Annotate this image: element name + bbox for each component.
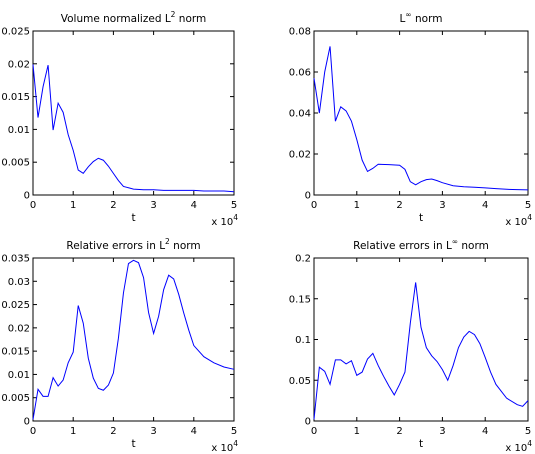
series-line (32, 259, 235, 420)
axes-box (32, 30, 235, 196)
y-tick-label: 0.02 (8, 59, 30, 70)
x-tick-label: 5 (231, 200, 237, 211)
y-tick-label: 0.08 (289, 27, 311, 38)
axes-box (313, 257, 529, 422)
subplot-4: 0 1 2 3 4 5 0 0.05 0.1 0.15 0.2 Relative errors in … (289, 237, 532, 454)
series-line (32, 64, 235, 193)
x-exponent-label: x 104 (505, 439, 532, 454)
x-axis-label: t (419, 438, 423, 450)
y-tick-label: 0.025 (1, 27, 30, 38)
x-tick-label: 0 (311, 200, 317, 211)
x-exponent-label: x 104 (505, 213, 532, 228)
plot-title: Relative errors in L2 norm (66, 237, 200, 252)
x-tick-label: 2 (110, 426, 116, 437)
y-tick-label: 0.02 (289, 150, 311, 161)
x-axis-label: t (131, 438, 135, 450)
y-tick-label: 0.1 (295, 335, 311, 346)
x-tick-label: 3 (150, 200, 156, 211)
subplot-3: 0 1 2 3 4 5 0 0.005 0.01 0.015 0.02 0.025 0.03 0.035 R… (1, 237, 238, 454)
x-tick-label: 5 (525, 200, 531, 211)
y-tick-label: 0 (305, 191, 311, 202)
axes-box (313, 30, 529, 196)
x-tick-label: 4 (191, 426, 197, 437)
x-tick-label: 4 (191, 200, 197, 211)
x-tick-label: 2 (110, 200, 116, 211)
y-tick-label: 0.01 (8, 370, 30, 381)
x-tick-label: 0 (311, 426, 317, 437)
x-tick-label: 3 (439, 200, 445, 211)
x-axis-label: t (131, 212, 135, 224)
x-tick-label: 4 (482, 200, 488, 211)
x-exponent-label: x 104 (211, 213, 238, 228)
subplot-2: 0 1 2 3 4 5 0 0.02 0.04 0.06 0.08 L∞ norm t x 104 (289, 10, 532, 228)
y-tick-label: 0 (305, 417, 311, 428)
x-tick-label: 5 (525, 426, 531, 437)
plot-title: L∞ norm (400, 10, 443, 25)
y-tick-label: 0.03 (8, 277, 30, 288)
y-tick-label: 0 (24, 191, 30, 202)
y-tick-label: 0.015 (1, 347, 30, 358)
series-line (313, 282, 529, 420)
y-tick-label: 0.005 (1, 393, 30, 404)
y-tick-label: 0.06 (289, 68, 311, 79)
x-tick-label: 0 (30, 426, 36, 437)
x-exponent-label: x 104 (211, 439, 238, 454)
y-tick-label: 0.005 (1, 158, 30, 169)
y-tick-label: 0.02 (8, 323, 30, 334)
x-tick-label: 1 (354, 200, 360, 211)
x-tick-label: 1 (70, 200, 76, 211)
y-tick-label: 0.025 (1, 300, 30, 311)
x-tick-label: 3 (439, 426, 445, 437)
y-tick-label: 0.035 (1, 254, 30, 265)
y-tick-label: 0.05 (289, 376, 311, 387)
y-tick-label: 0.15 (289, 294, 311, 305)
plot-title: Volume normalized L2 norm (61, 10, 206, 25)
plot-title: Relative errors in L∞ norm (353, 237, 489, 252)
x-tick-label: 2 (396, 200, 402, 211)
x-tick-label: 0 (30, 200, 36, 211)
x-axis-label: t (419, 212, 423, 224)
y-tick-label: 0.04 (289, 109, 311, 120)
axes-box (32, 257, 235, 422)
y-tick-label: 0.2 (295, 254, 311, 265)
subplot-1: 0 1 2 3 4 5 0 0.005 0.01 0.015 0.02 0.025 Volume nor… (1, 10, 238, 228)
series-line (313, 46, 529, 191)
x-tick-label: 1 (70, 426, 76, 437)
y-tick-label: 0 (24, 417, 30, 428)
x-tick-label: 3 (150, 426, 156, 437)
y-tick-label: 0.015 (1, 92, 30, 103)
x-tick-label: 2 (396, 426, 402, 437)
x-tick-label: 4 (482, 426, 488, 437)
x-tick-label: 5 (231, 426, 237, 437)
x-tick-label: 1 (354, 426, 360, 437)
y-tick-label: 0.01 (8, 125, 30, 136)
